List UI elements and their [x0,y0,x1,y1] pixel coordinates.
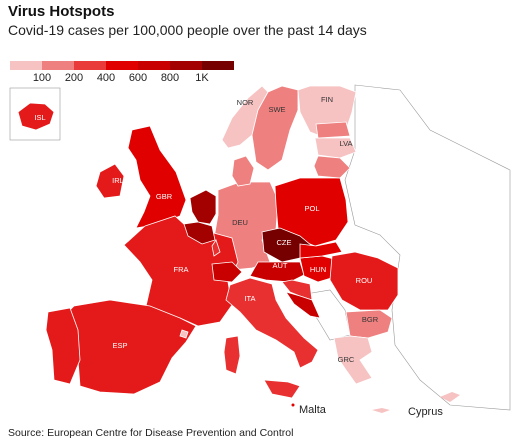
country [285,291,321,319]
legend-label: 100 [33,72,51,84]
country [299,241,343,259]
country [127,125,187,229]
country [95,163,125,199]
legend-swatch [74,61,106,70]
country [314,137,357,159]
country-label: FRA [174,265,189,274]
country [17,102,55,131]
country [211,261,243,283]
country-label: LVA [339,139,352,148]
country-label: AUT [273,261,288,270]
country-label: GBR [156,192,173,201]
country-label: IRL [112,176,124,185]
country [315,121,351,139]
country [179,329,189,339]
country [313,155,351,179]
source: Source: European Centre for Disease Prev… [8,427,293,439]
country [211,239,221,257]
country [223,335,241,375]
legend-label: 800 [161,72,179,84]
country [263,379,301,399]
legend-swatch [42,61,74,70]
cyprus-shape [440,392,460,402]
country-label: ROU [356,276,373,285]
country [333,335,373,385]
malta-shape [291,403,295,407]
legend-swatch [170,61,202,70]
legend-label: 400 [97,72,115,84]
legend-swatch [202,61,234,70]
country-label: HUN [310,265,326,274]
country-label: ISL [34,113,45,122]
legend-swatch [10,61,42,70]
country-label: FIN [321,95,333,104]
subtitle: Covid-19 cases per 100,000 people over t… [8,22,367,38]
regions: ISL NOR SWE FIN LVA IRL GBR DEU POL CZE FRA AUT HUN R… [17,85,399,399]
country-label: DEU [232,218,248,227]
country-label: ITA [244,294,255,303]
country [225,277,319,369]
legend-label: 200 [65,72,83,84]
other-land [344,84,511,411]
legend-swatch [106,61,138,70]
country-label: ESP [112,341,127,350]
country [189,189,217,225]
country [183,221,216,245]
country [329,251,399,311]
title: Virus Hotspots [8,3,114,20]
cyprus-label: Cyprus [408,406,443,418]
country-label: SWE [268,105,285,114]
country [231,155,255,187]
country-label: NOR [237,98,254,107]
country [274,177,349,247]
legend-swatch [138,61,170,70]
country-label: BGR [362,315,379,324]
country [251,85,299,171]
country-label: GRC [338,355,355,364]
country-label: CZE [277,238,292,247]
legend-label: 600 [129,72,147,84]
crete [372,408,390,413]
country [45,307,81,385]
country-label: POL [304,204,319,213]
legend-label: 1K [195,72,209,84]
malta-label: Malta [299,404,327,416]
country [249,261,305,283]
legend: 100 200 400 600 800 1K [10,61,234,84]
